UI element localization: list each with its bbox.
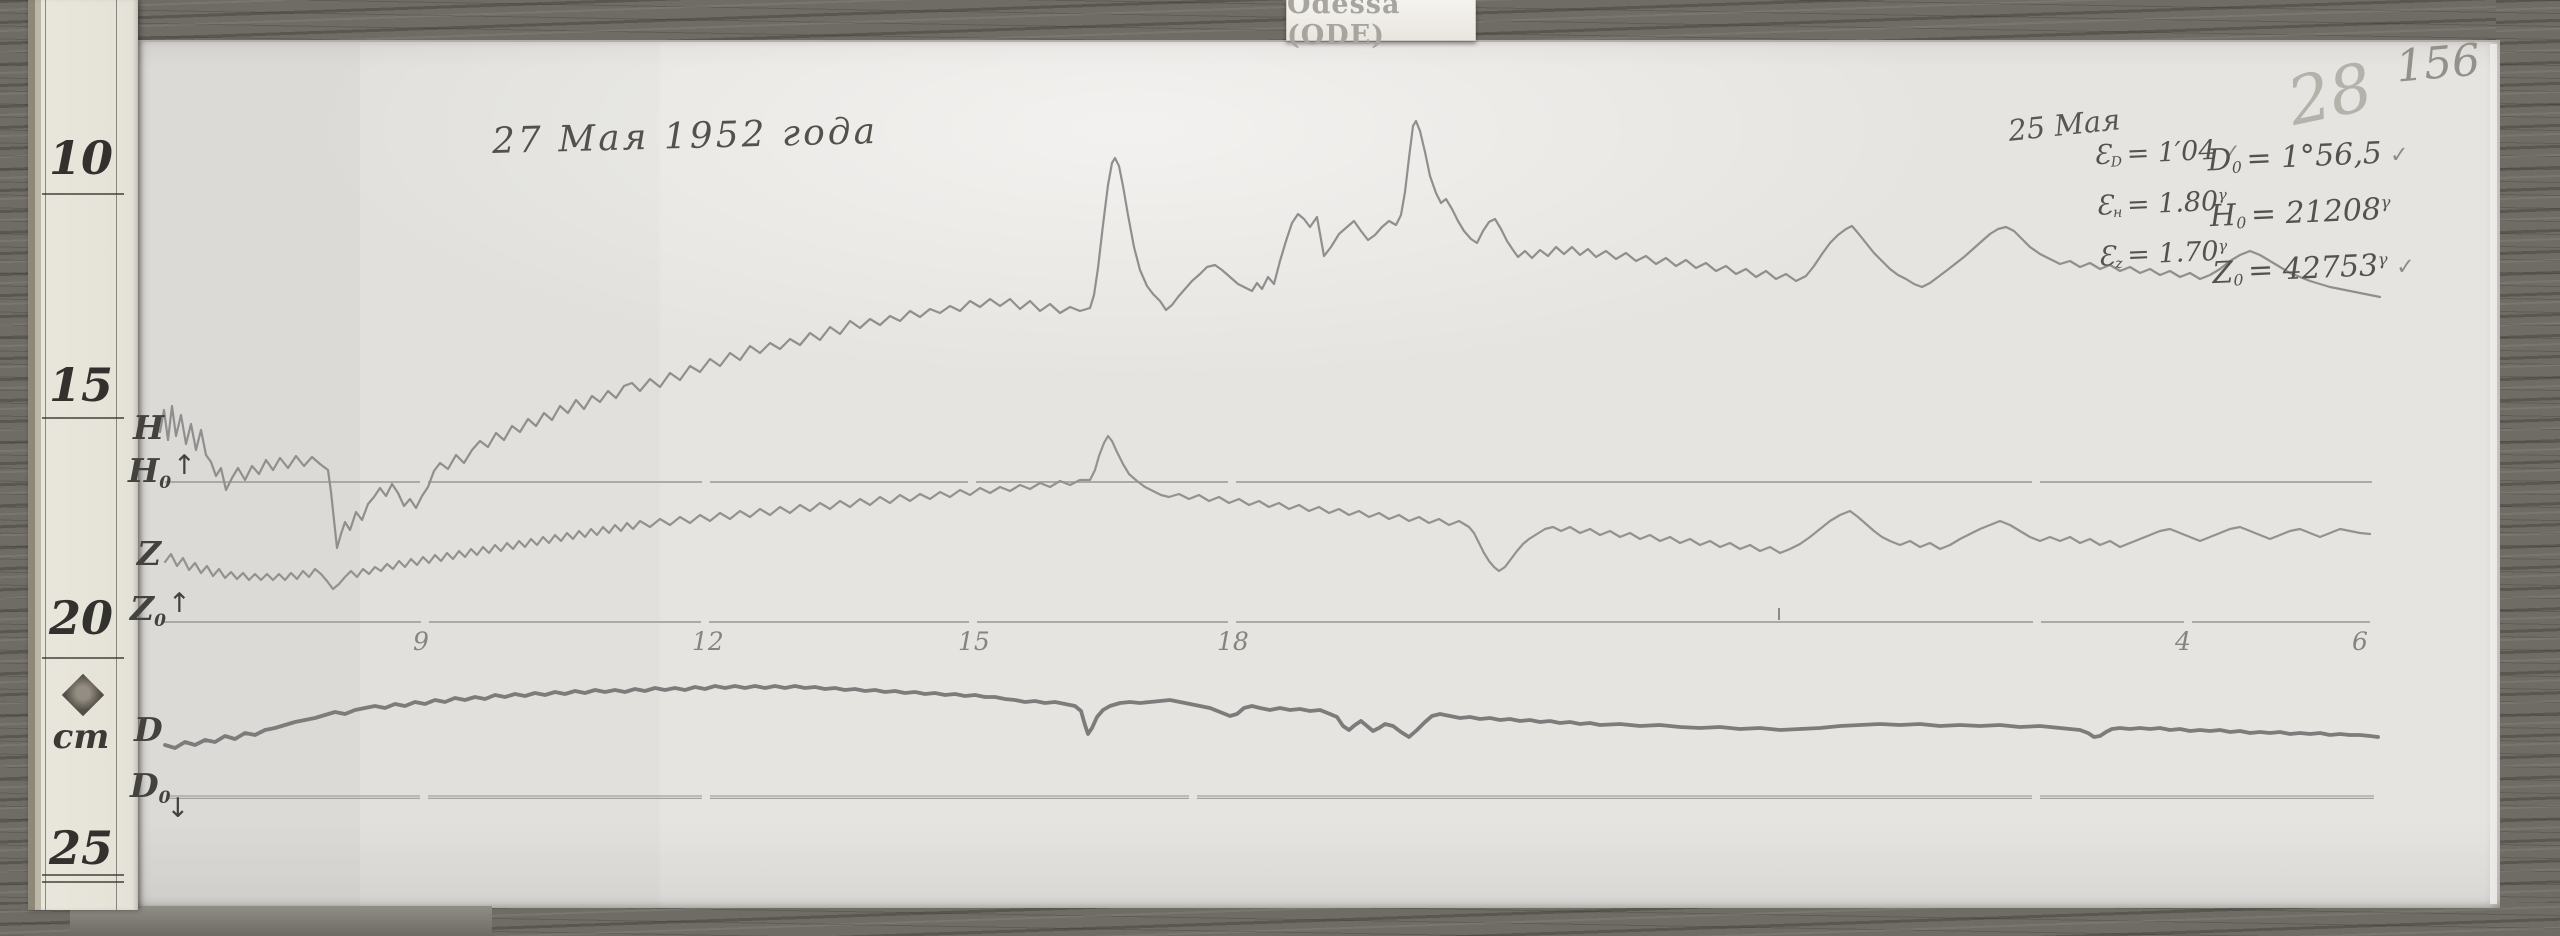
value: = 1′04 (2126, 134, 2217, 170)
symbol: Ɛ (2095, 190, 2114, 222)
hour-label: 9 (413, 627, 429, 656)
hour-label: 4 (2175, 627, 2191, 656)
check-mark: ✓ (2395, 253, 2416, 281)
subscript: н (2112, 204, 2123, 222)
symbol: Ɛ (2093, 139, 2112, 172)
station-label: Odessa (ODE) (1287, 0, 1401, 51)
subscript: D (2110, 154, 2123, 171)
arrow-icon: ↑ (167, 588, 191, 619)
trace-label-D0: D0↓ (130, 766, 190, 824)
trace-label-H0: H0↑ (128, 450, 196, 493)
ruler-number: 15 (48, 358, 113, 412)
value: = 21208 (2250, 192, 2382, 233)
trace-label-Z: Z (137, 534, 162, 573)
symbol: D (2206, 142, 2233, 179)
value: = 1.80 (2126, 185, 2219, 221)
ruler: 10 15 20 25 cm (28, 0, 138, 910)
value: = 1°56,5 (2245, 135, 2383, 177)
arrow-icon: ↓ (166, 793, 190, 824)
gamma-unit: γ (2380, 192, 2391, 213)
hour-label: 12 (692, 627, 724, 656)
check-mark: ✓ (2389, 141, 2410, 169)
baseline-values-column: D0 = 1°56,5 ✓ H0 = 21208γ Z0 = 42753γ ✓ (2207, 132, 2416, 302)
gamma-unit: γ (2377, 249, 2389, 269)
ruler-number: 25 (48, 821, 113, 875)
annotation-row: H0 = 21208γ (2209, 181, 2414, 246)
ruler-divider (42, 657, 124, 659)
hour-label: 18 (1217, 627, 1249, 656)
page-number: 156 (2393, 34, 2483, 93)
symbol: Ɛ (2097, 240, 2116, 273)
wood-background-left (0, 0, 30, 936)
ruler-divider (42, 193, 124, 195)
value: = 1.70 (2126, 236, 2220, 272)
value: = 42753 (2247, 248, 2379, 290)
arrow-icon: ↑ (173, 450, 196, 481)
hour-label: 15 (958, 627, 990, 656)
subscript: 0 (159, 473, 172, 493)
date-title: 27 Мая 1952 года (491, 110, 879, 163)
ruler-inner-line (116, 0, 117, 910)
ruler-number: 10 (48, 131, 113, 185)
symbol: H (2209, 198, 2237, 235)
ruler-divider (42, 881, 124, 883)
ruler-divider (42, 417, 124, 419)
wood-background-right (2496, 0, 2560, 936)
hour-label: 6 (2352, 627, 2368, 656)
ruler-inner-line (45, 0, 46, 910)
subscript: 0 (2231, 158, 2243, 177)
subscript: 0 (2233, 270, 2244, 290)
subscript: 0 (2236, 214, 2247, 233)
station-label-tag: Odessa (ODE) (1286, 0, 1476, 51)
symbol: Z (2211, 254, 2234, 291)
ruler-unit-label: cm (52, 717, 110, 757)
card-strip-bottom-left (70, 906, 492, 936)
trace-label-D: D (134, 710, 163, 749)
subscript: 0 (154, 611, 166, 631)
ruler-divider (42, 874, 124, 876)
annotation-row: D0 = 1°56,5 ✓ (2207, 132, 2412, 190)
subscript: z (2114, 255, 2123, 272)
subscript: 0 (158, 788, 171, 808)
ruler-number: 20 (48, 591, 113, 645)
trace-label-H: H (133, 408, 165, 447)
annotation-row: Z0 = 42753γ ✓ (2211, 237, 2416, 302)
paper-right-edge-highlight (2490, 44, 2497, 904)
wood-background-top (0, 0, 2560, 44)
corner-number: 28 (2280, 48, 2380, 141)
trace-label-Z0: Z0↑ (130, 588, 191, 631)
